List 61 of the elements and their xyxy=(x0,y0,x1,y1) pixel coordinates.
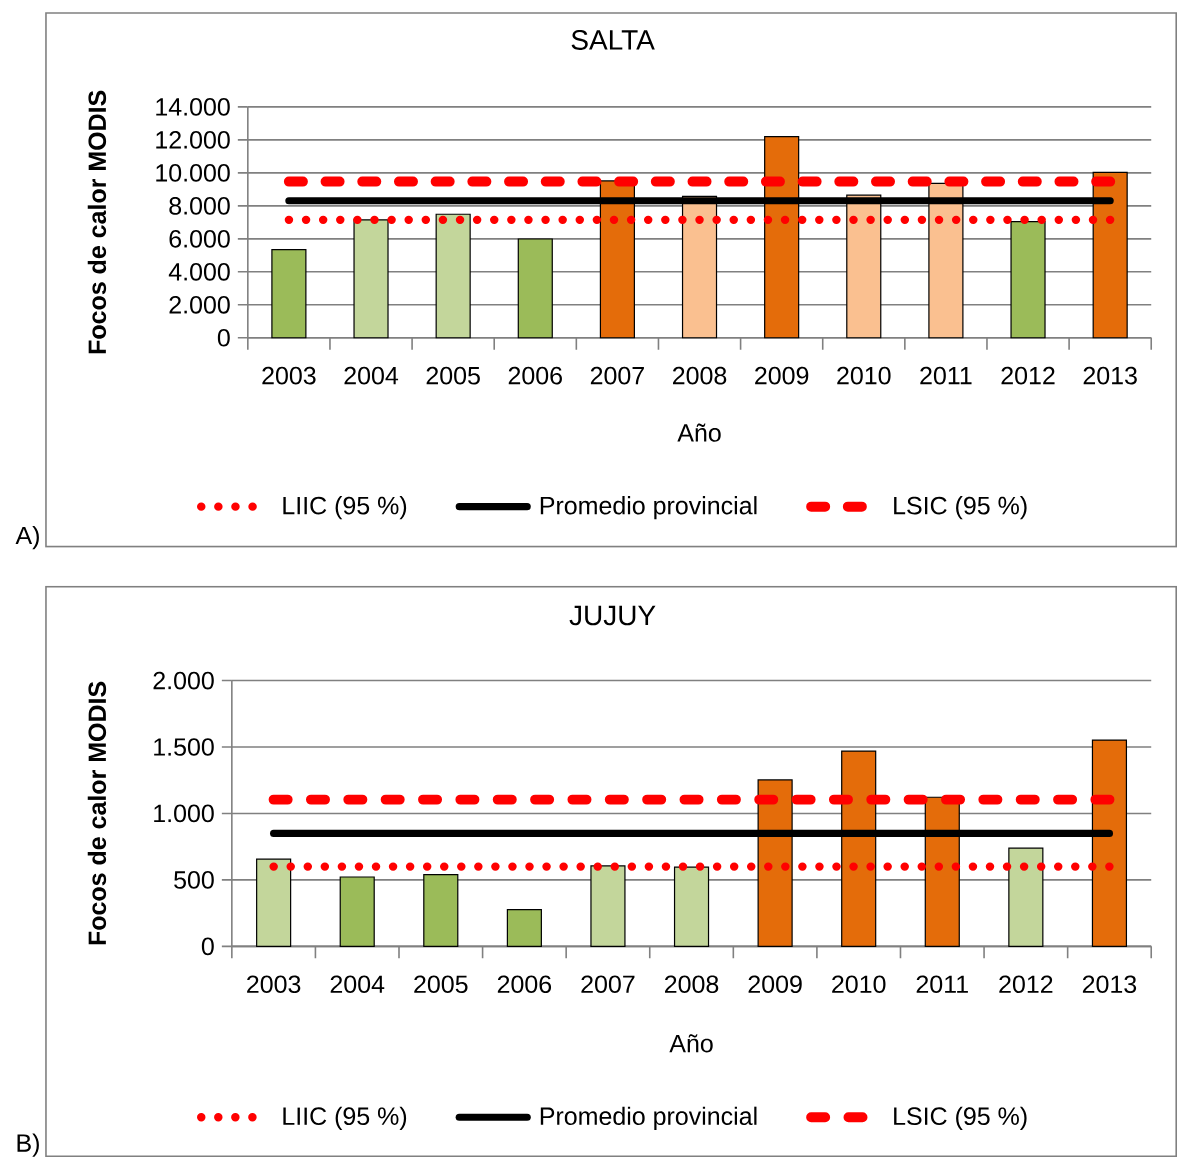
x-tick-label: 2003 xyxy=(247,975,301,994)
y-tick-label: 8.000 xyxy=(169,197,230,215)
y-tick-label: 0 xyxy=(217,329,230,347)
y-tick-label: 500 xyxy=(174,871,214,889)
legend-label: LIIC (95 %) xyxy=(283,1106,407,1131)
x-tick-label: 2011 xyxy=(920,367,972,385)
legend-label: Promedio provincial xyxy=(540,496,757,520)
y-tick-label: 4.000 xyxy=(168,263,230,281)
y-tick-label: 1.500 xyxy=(154,738,214,757)
legend-label: LSIC (95 %) xyxy=(894,496,1027,520)
text: A) xyxy=(15,526,39,550)
bar xyxy=(256,858,292,948)
x-tick-label: 2010 xyxy=(837,367,891,385)
x-tick-label: 2012 xyxy=(999,975,1053,994)
legend-label: Promedio provincial xyxy=(540,1106,757,1131)
y-tick-label: 2.000 xyxy=(169,296,230,314)
x-tick-label: 2005 xyxy=(426,367,480,385)
legend-label: LIIC (95 %) xyxy=(283,496,407,520)
bar xyxy=(1008,847,1044,948)
chart-title: SALTA xyxy=(571,30,655,51)
bar xyxy=(339,876,375,948)
x-tick-label: 2007 xyxy=(581,975,635,994)
bar xyxy=(517,238,553,339)
bar xyxy=(353,219,389,339)
bar xyxy=(590,865,626,948)
bar xyxy=(423,874,459,948)
x-tick-label: 2007 xyxy=(590,367,644,385)
bar xyxy=(506,909,542,948)
y-axis-title: Focos de calor MODIS xyxy=(87,91,107,354)
y-tick-label: 0 xyxy=(201,937,214,956)
x-tick-label: 2013 xyxy=(1083,367,1137,385)
y-tick-label: 2.000 xyxy=(153,671,214,690)
x-tick-label: 2009 xyxy=(755,367,809,385)
x-axis-title: Año xyxy=(677,423,721,443)
y-axis-title: Focos de calor MODIS xyxy=(87,682,107,945)
y-tick-label: 6.000 xyxy=(169,230,230,248)
x-tick-label: 2008 xyxy=(672,367,727,385)
x-tick-label: 2009 xyxy=(748,975,802,994)
bar xyxy=(435,213,471,339)
y-tick-label: 14.000 xyxy=(156,98,230,116)
text: B) xyxy=(17,1133,39,1158)
x-tick-label: 2004 xyxy=(330,975,385,994)
x-tick-label: 2004 xyxy=(344,367,399,385)
bar xyxy=(1010,221,1046,339)
y-tick-label: 12.000 xyxy=(156,131,230,149)
x-tick-label: 2003 xyxy=(262,367,316,385)
x-tick-label: 2008 xyxy=(665,975,719,994)
x-tick-label: 2005 xyxy=(414,975,468,994)
x-tick-label: 2006 xyxy=(497,975,552,994)
chart-title: JUJUY xyxy=(569,606,656,626)
x-tick-label: 2012 xyxy=(1001,367,1055,385)
y-tick-label: 1.000 xyxy=(154,804,214,823)
bar xyxy=(673,866,710,948)
x-tick-label: 2011 xyxy=(916,975,968,994)
y-tick-label: 10.000 xyxy=(156,164,230,182)
x-tick-label: 2010 xyxy=(832,975,886,994)
x-tick-label: 2013 xyxy=(1082,975,1137,994)
x-axis-title: Año xyxy=(669,1034,713,1053)
bar xyxy=(271,249,307,339)
legend-label: LSIC (95 %) xyxy=(894,1106,1027,1131)
x-tick-label: 2006 xyxy=(508,367,562,385)
